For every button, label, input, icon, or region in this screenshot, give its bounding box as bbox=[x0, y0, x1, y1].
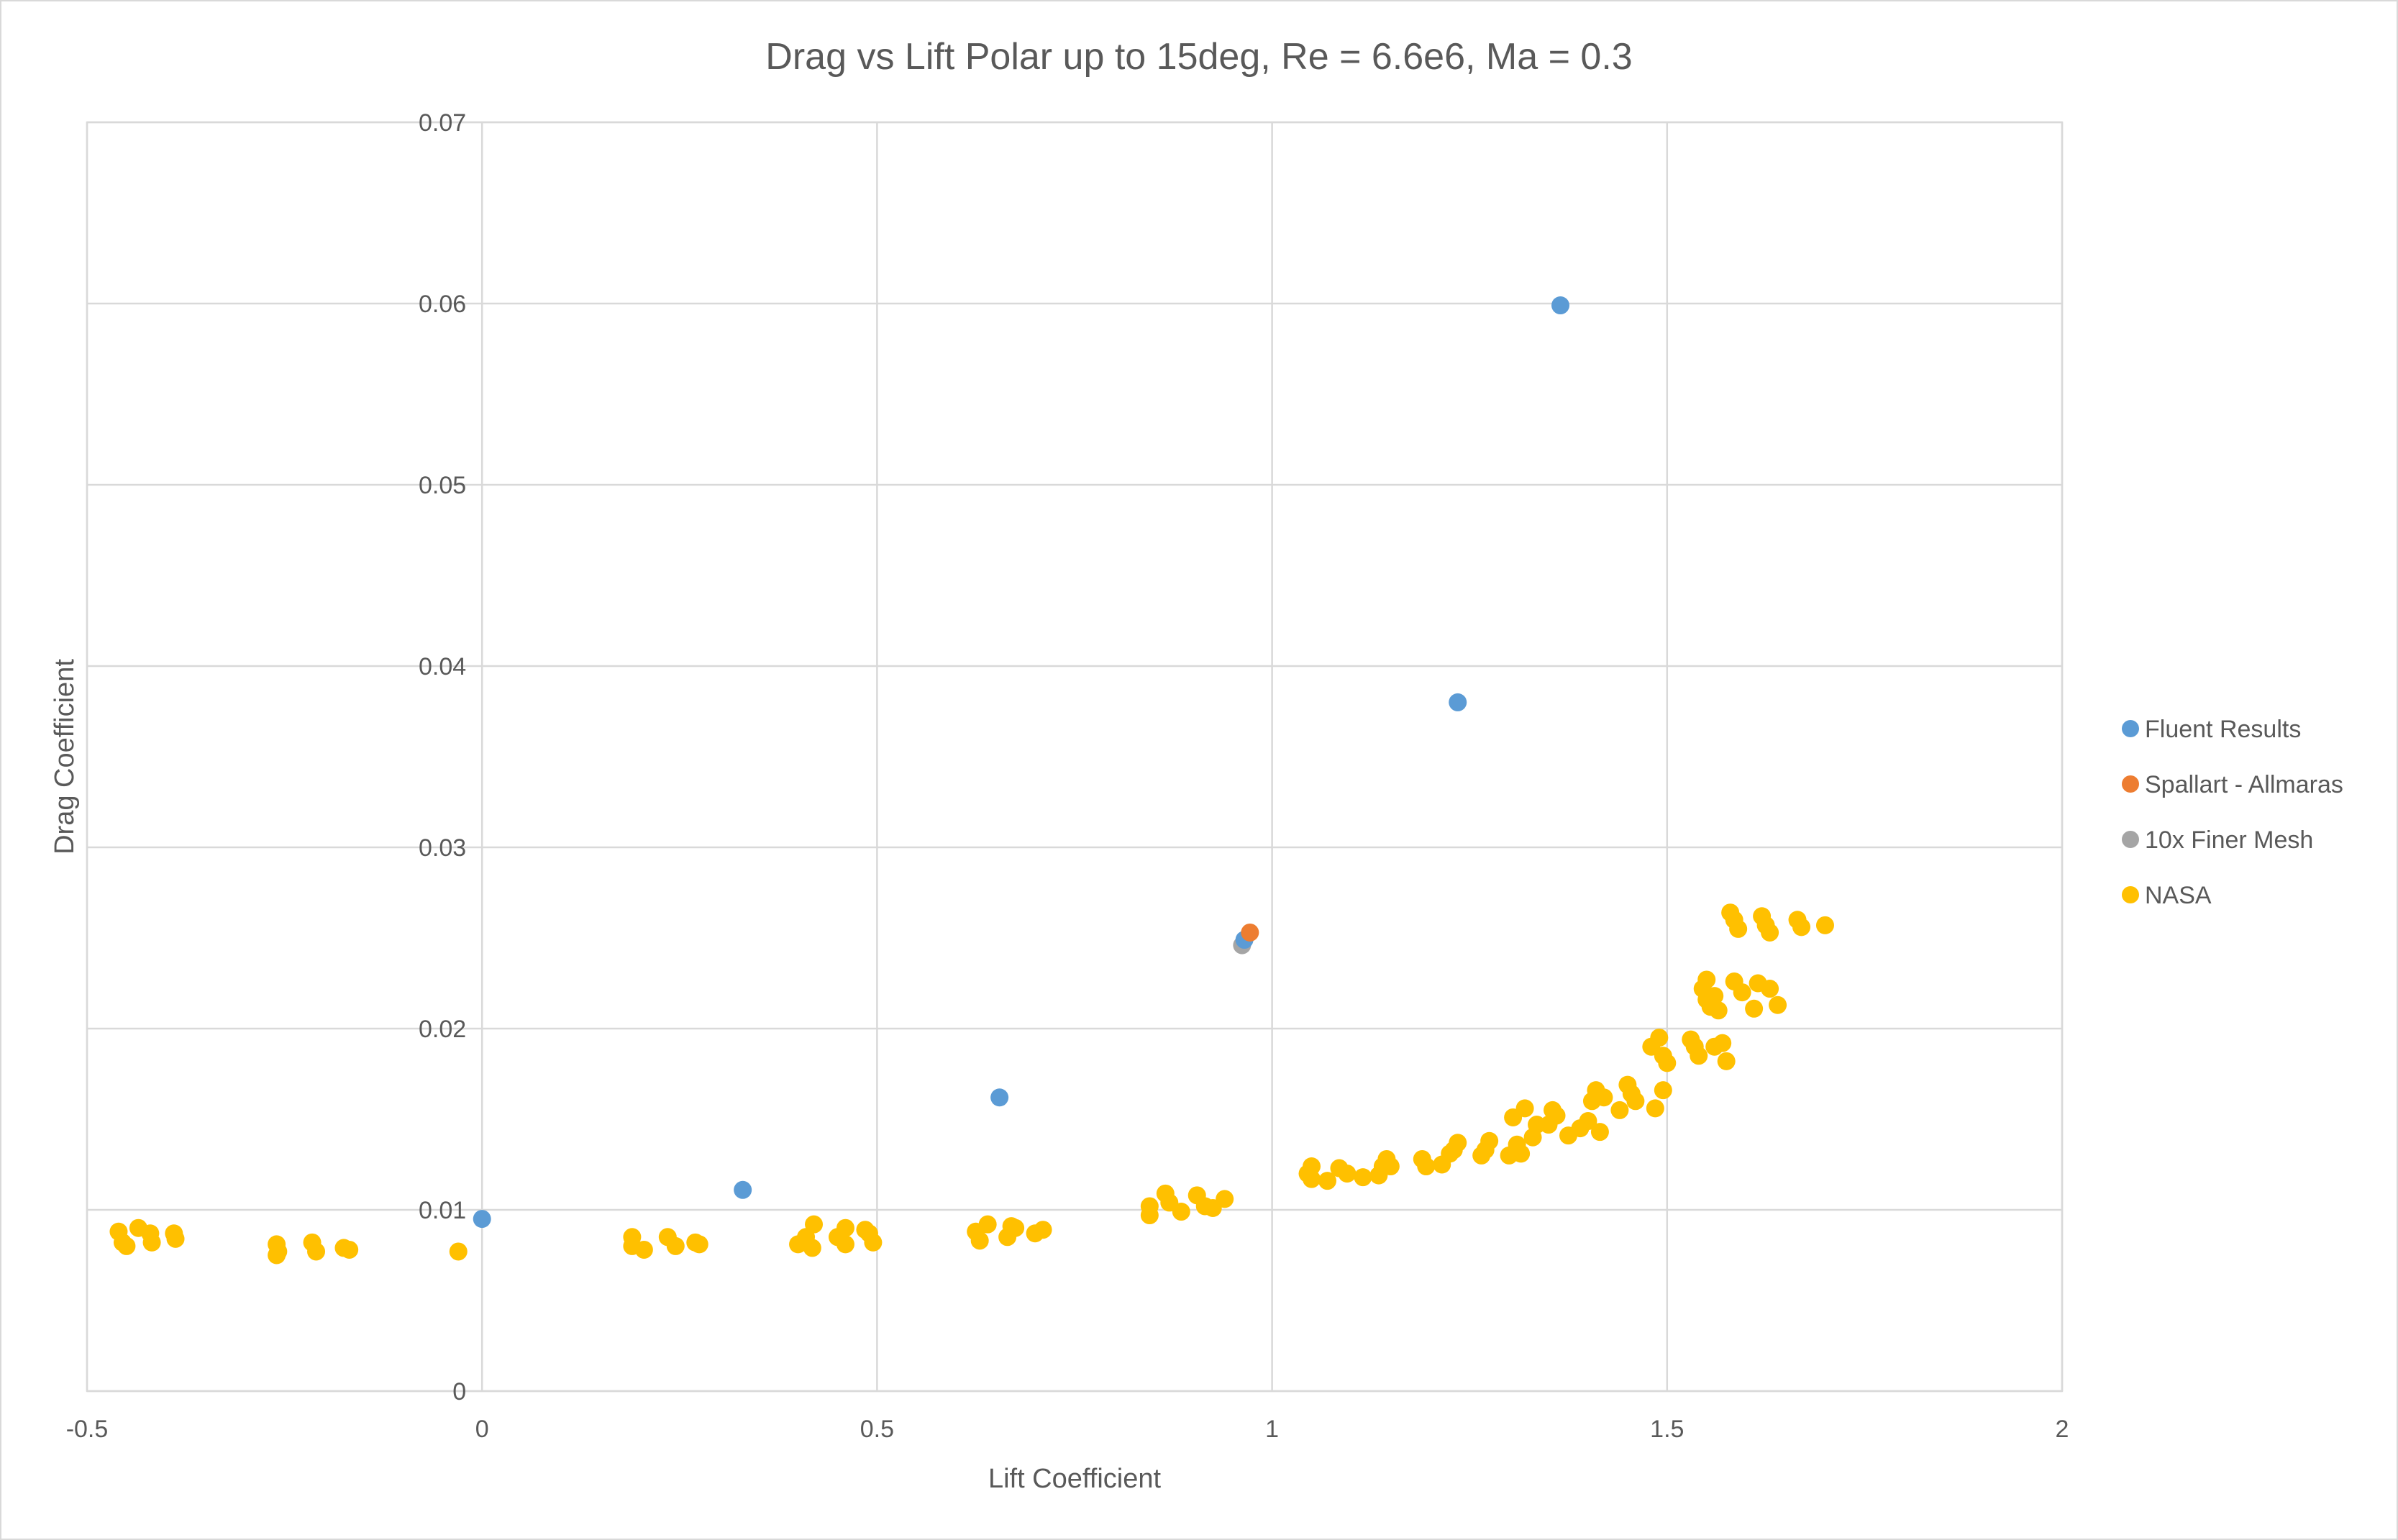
data-point-nasa bbox=[1658, 1054, 1677, 1072]
data-point-nasa bbox=[1769, 995, 1787, 1014]
data-point-nasa bbox=[1690, 1047, 1708, 1065]
data-point-nasa bbox=[803, 1239, 821, 1257]
y-axis-title: Drag Coefficient bbox=[50, 659, 80, 855]
data-point-nasa bbox=[1172, 1203, 1190, 1221]
x-tick-label: -0.5 bbox=[66, 1416, 109, 1443]
data-point-nasa bbox=[1303, 1157, 1321, 1176]
data-point-nasa bbox=[836, 1218, 854, 1237]
data-point-nasa bbox=[1303, 1170, 1321, 1188]
data-point-fluent-results bbox=[1551, 296, 1570, 315]
data-point-nasa bbox=[1515, 1099, 1534, 1118]
data-point-nasa bbox=[1717, 1052, 1736, 1070]
data-point-nasa bbox=[1354, 1168, 1372, 1187]
data-point-nasa bbox=[307, 1242, 326, 1261]
data-point-nasa bbox=[269, 1242, 288, 1261]
data-point-nasa bbox=[1512, 1144, 1531, 1163]
data-point-nasa bbox=[836, 1235, 854, 1254]
data-point-nasa bbox=[1646, 1099, 1664, 1118]
plot-area-border bbox=[86, 121, 2064, 1393]
data-point-nasa bbox=[340, 1240, 359, 1259]
data-point-nasa bbox=[1034, 1221, 1052, 1239]
data-point-nasa bbox=[1626, 1092, 1645, 1111]
data-point-nasa bbox=[634, 1240, 653, 1259]
legend-marker-nasa bbox=[2122, 886, 2139, 903]
data-point-nasa bbox=[1815, 916, 1834, 934]
legend-item-finer-mesh: 10x Finer Mesh bbox=[2122, 826, 2313, 854]
legend: Fluent Results Spallart - Allmaras 10x F… bbox=[2122, 716, 2343, 909]
legend-label-nasa: NASA bbox=[2145, 882, 2212, 909]
legend-item-nasa: NASA bbox=[2122, 882, 2212, 909]
data-point-nasa bbox=[1547, 1106, 1566, 1125]
data-point-nasa bbox=[1579, 1112, 1597, 1131]
data-point-nasa bbox=[1761, 980, 1779, 998]
legend-label-spallart-allmaras: Spallart - Allmaras bbox=[2145, 771, 2343, 798]
data-point-nasa bbox=[1709, 1001, 1728, 1020]
data-point-nasa bbox=[1745, 999, 1764, 1018]
data-point-nasa bbox=[1697, 970, 1716, 989]
legend-item-fluent-results: Fluent Results bbox=[2122, 716, 2301, 743]
data-point-nasa bbox=[1480, 1131, 1499, 1150]
data-point-nasa bbox=[1006, 1218, 1025, 1237]
legend-marker-finer-mesh bbox=[2122, 831, 2139, 848]
legend-label-finer-mesh: 10x Finer Mesh bbox=[2145, 826, 2313, 854]
chart-title: Drag vs Lift Polar up to 15deg, Re = 6.6… bbox=[765, 36, 1632, 78]
data-point-nasa bbox=[1318, 1172, 1336, 1190]
y-tick-label: 0.02 bbox=[419, 1016, 466, 1043]
x-tick-label: 1.5 bbox=[1650, 1416, 1684, 1443]
x-tick-label: 0.5 bbox=[860, 1416, 894, 1443]
y-tick-label: 0.04 bbox=[419, 653, 466, 680]
y-tick-label: 0.03 bbox=[419, 834, 466, 862]
data-point-spallart-allmaras bbox=[1241, 923, 1259, 942]
data-point-nasa bbox=[805, 1215, 824, 1234]
data-point-fluent-results bbox=[734, 1180, 752, 1199]
tick-labels: -0.5 0 0.5 1 1.5 2 0 0.01 0.02 0.03 0.04 0.05 0.06 0.… bbox=[66, 109, 2069, 1443]
data-point-nasa bbox=[690, 1235, 708, 1254]
y-tick-label: 0.01 bbox=[419, 1197, 466, 1224]
y-tick-label: 0.07 bbox=[419, 109, 466, 137]
data-point-nasa bbox=[142, 1233, 161, 1252]
legend-marker-spallart-allmaras bbox=[2122, 775, 2139, 793]
data-points bbox=[109, 296, 1834, 1265]
y-tick-label: 0 bbox=[452, 1378, 466, 1405]
data-point-nasa bbox=[1595, 1088, 1613, 1107]
data-point-nasa bbox=[1654, 1081, 1672, 1100]
data-point-nasa bbox=[1610, 1101, 1629, 1119]
legend-label-fluent-results: Fluent Results bbox=[2145, 716, 2301, 743]
y-tick-label: 0.06 bbox=[419, 291, 466, 318]
data-point-nasa bbox=[449, 1242, 468, 1261]
data-point-nasa bbox=[166, 1229, 185, 1248]
data-point-nasa bbox=[1650, 1029, 1669, 1047]
x-tick-label: 0 bbox=[475, 1416, 489, 1443]
data-point-fluent-results bbox=[473, 1210, 491, 1229]
data-point-nasa bbox=[1733, 983, 1751, 1002]
data-point-nasa bbox=[117, 1236, 136, 1255]
data-point-nasa bbox=[1338, 1165, 1357, 1183]
data-point-nasa bbox=[1713, 1034, 1732, 1052]
data-point-nasa bbox=[666, 1236, 685, 1255]
data-point-nasa bbox=[1761, 923, 1779, 942]
data-point-nasa bbox=[978, 1215, 997, 1234]
legend-item-spallart-allmaras: Spallart - Allmaras bbox=[2122, 771, 2343, 798]
data-point-nasa bbox=[1140, 1206, 1159, 1225]
data-point-nasa bbox=[864, 1233, 883, 1252]
data-point-nasa bbox=[1590, 1123, 1609, 1142]
data-point-nasa bbox=[1705, 987, 1724, 1006]
data-point-nasa bbox=[970, 1231, 989, 1250]
data-point-nasa bbox=[1417, 1157, 1436, 1176]
data-point-nasa bbox=[1381, 1157, 1400, 1176]
data-point-nasa bbox=[1729, 919, 1748, 938]
data-point-nasa bbox=[1449, 1134, 1467, 1152]
legend-marker-fluent-results bbox=[2122, 720, 2139, 737]
x-tick-label: 1 bbox=[1265, 1416, 1279, 1443]
data-point-fluent-results bbox=[990, 1088, 1009, 1107]
x-axis-title: Lift Coefficient bbox=[988, 1464, 1162, 1494]
data-point-fluent-results bbox=[1449, 693, 1467, 711]
y-tick-label: 0.05 bbox=[419, 472, 466, 499]
data-point-nasa bbox=[1216, 1190, 1234, 1208]
x-tick-label: 2 bbox=[2056, 1416, 2069, 1443]
data-point-nasa bbox=[1792, 918, 1811, 937]
